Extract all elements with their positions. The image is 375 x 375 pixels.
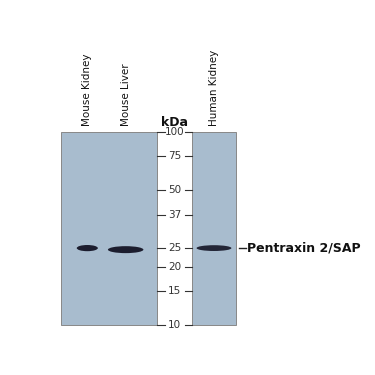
Text: Human Kidney: Human Kidney (209, 50, 219, 126)
Ellipse shape (77, 245, 98, 251)
Ellipse shape (108, 246, 143, 253)
Text: 100: 100 (165, 127, 184, 136)
FancyBboxPatch shape (192, 132, 236, 325)
Text: 75: 75 (168, 151, 182, 161)
Text: 15: 15 (168, 286, 182, 296)
Text: 50: 50 (168, 185, 182, 195)
Text: Mouse Kidney: Mouse Kidney (82, 53, 92, 126)
Text: 20: 20 (168, 262, 182, 272)
FancyBboxPatch shape (62, 132, 158, 325)
Text: 25: 25 (168, 243, 182, 253)
Ellipse shape (196, 245, 231, 251)
Text: Pentraxin 2/SAP: Pentraxin 2/SAP (248, 242, 361, 255)
Text: 37: 37 (168, 210, 182, 220)
Text: Mouse Liver: Mouse Liver (121, 63, 130, 126)
Text: kDa: kDa (161, 116, 188, 129)
Text: 10: 10 (168, 320, 182, 330)
